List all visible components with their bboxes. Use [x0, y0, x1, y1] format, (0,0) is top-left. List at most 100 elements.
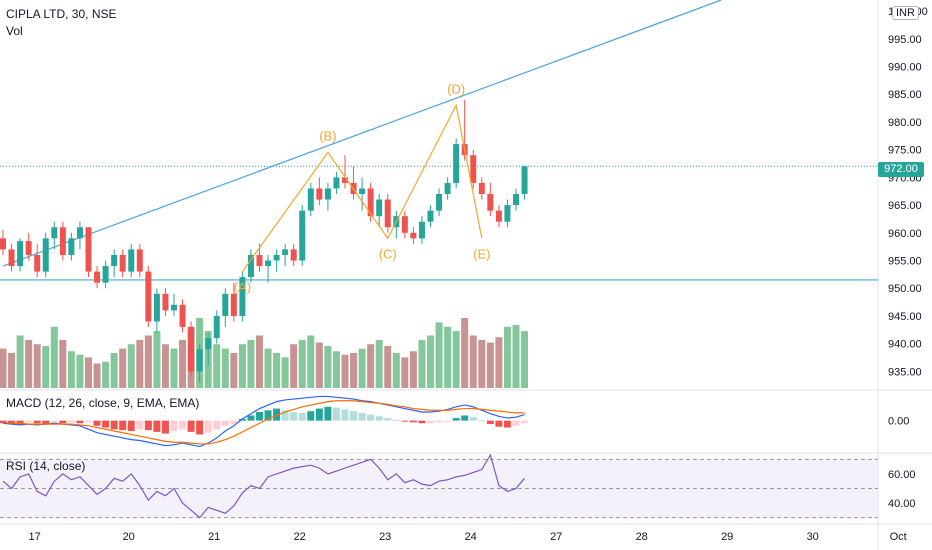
rsi-line — [2, 453, 526, 519]
candle-body — [333, 177, 340, 189]
pattern-path — [241, 103, 483, 272]
candle-body — [359, 188, 366, 194]
volume-bar — [384, 346, 392, 388]
volume-bar — [435, 322, 443, 388]
macd-histogram-bar — [153, 420, 161, 432]
rsi-band — [0, 459, 878, 518]
macd-histogram-bar — [204, 420, 212, 433]
candle-body — [34, 254, 41, 272]
price-tick-label: 985.00 — [888, 89, 922, 101]
candle-body — [94, 271, 101, 283]
candle-body — [0, 238, 6, 250]
pattern-point-label: (D) — [447, 81, 465, 96]
macd-histogram-bar — [213, 420, 221, 430]
macd-histogram-bar — [478, 419, 486, 421]
macd-histogram-bar — [25, 420, 33, 423]
macd-histogram-bar — [452, 418, 460, 421]
macd-histogram-bar — [418, 420, 426, 424]
volume-bar — [418, 339, 426, 388]
macd-histogram-bar — [461, 415, 469, 421]
candle-body — [119, 254, 126, 272]
currency-button[interactable]: INR — [892, 6, 919, 20]
macd-histogram-bar — [221, 420, 229, 426]
volume-bar — [161, 344, 169, 388]
time-tick-label: 28 — [636, 531, 648, 543]
macd-histogram-bar — [33, 420, 41, 424]
candle-body — [59, 227, 66, 255]
candle-body — [196, 349, 203, 372]
volume-bar — [42, 346, 50, 388]
candle-body — [367, 188, 374, 217]
macd-histogram-bar — [161, 420, 169, 434]
candle-body — [418, 221, 425, 239]
volume-bar — [273, 353, 281, 388]
macd-histogram-bar — [136, 420, 144, 430]
volume-bar — [33, 344, 41, 388]
macd-histogram-bar — [102, 420, 110, 428]
time-tick-label: Oct — [890, 531, 907, 543]
macd-histogram-bar — [495, 420, 503, 427]
macd-histogram-bar — [42, 420, 50, 425]
macd-histogram-bar — [384, 418, 392, 421]
volume-bar — [213, 344, 221, 388]
price-tick-label: 935.00 — [888, 366, 922, 378]
volume-bar — [230, 353, 238, 388]
macd-histogram-bar — [8, 420, 16, 425]
volume-bar — [102, 361, 110, 388]
volume-bar — [375, 339, 383, 388]
candle-body — [85, 227, 92, 272]
candle-body — [256, 254, 263, 267]
candle-body — [444, 182, 451, 194]
trend-line — [2, 0, 722, 267]
rsi-legend: RSI (14, close) — [6, 459, 86, 473]
candle-body — [299, 210, 306, 261]
pattern-point-label: (B) — [319, 128, 336, 143]
price-tick-label: 945.00 — [888, 311, 922, 323]
volume-bar — [119, 348, 127, 388]
candle-body — [495, 210, 502, 222]
volume-bar — [478, 339, 486, 388]
volume-bar — [144, 335, 152, 388]
macd-histogram-bar — [59, 420, 67, 424]
macd-histogram-bar — [290, 412, 298, 421]
volume-bar — [264, 348, 272, 388]
candle-body — [17, 241, 24, 267]
candle-body — [8, 249, 15, 267]
macd-line — [2, 395, 525, 448]
volume-bar — [512, 325, 520, 388]
macd-histogram-bar — [315, 408, 323, 421]
macd-histogram-bar — [144, 420, 152, 431]
candle-body — [25, 241, 32, 255]
macd-histogram-bar — [307, 411, 315, 421]
price-tick-label: 950.00 — [888, 283, 922, 295]
price-tick-label: 995.00 — [888, 34, 922, 46]
candle-body — [410, 232, 417, 239]
candle-body — [222, 293, 229, 316]
macd-histogram-bar — [358, 412, 366, 421]
candle-body — [453, 144, 460, 183]
macd-histogram-bar — [298, 412, 306, 421]
symbol-title: CIPLA LTD, 30, NSE — [6, 7, 117, 21]
candle-body — [145, 271, 152, 322]
volume-bar — [136, 339, 144, 388]
time-tick-label: 20 — [123, 531, 135, 543]
time-tick-label: 17 — [29, 531, 41, 543]
volume-bar — [427, 335, 434, 388]
volume-bar — [256, 335, 263, 388]
volume-bar — [67, 351, 75, 388]
candle-body — [376, 199, 383, 217]
volume-bar — [170, 348, 178, 388]
volume-bar — [0, 348, 7, 388]
candle-body — [504, 205, 511, 222]
volume-bar — [25, 339, 33, 388]
volume-bar — [401, 357, 409, 388]
candle-body — [427, 210, 434, 222]
macd-histogram-bar — [230, 420, 238, 425]
time-tick-label: 27 — [550, 531, 562, 543]
candle-body — [478, 182, 485, 194]
macd-histogram-bar — [264, 410, 272, 421]
candle-body — [384, 199, 391, 228]
volume-bar — [153, 331, 161, 388]
volume-bar — [521, 331, 529, 388]
